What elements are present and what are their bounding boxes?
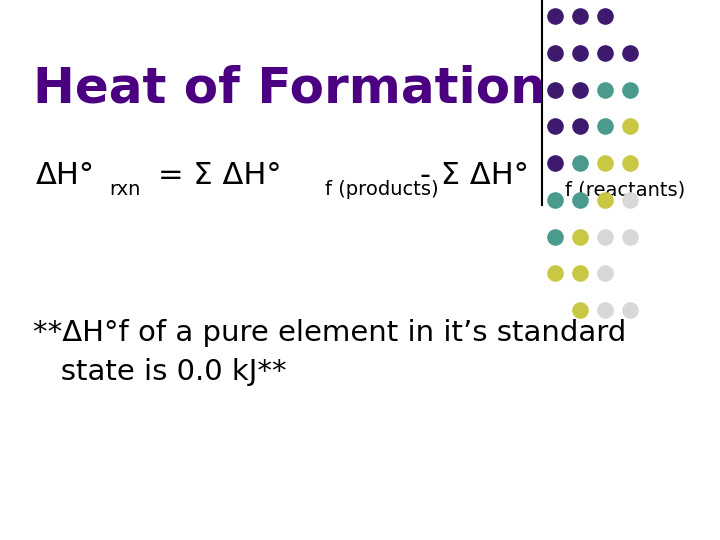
Text: f (reactants): f (reactants) xyxy=(565,180,685,199)
Point xyxy=(575,12,586,21)
Text: f (products): f (products) xyxy=(325,180,438,199)
Point xyxy=(549,195,561,204)
Point xyxy=(624,49,636,57)
Point xyxy=(599,85,611,94)
Point xyxy=(575,306,586,314)
Point xyxy=(599,195,611,204)
Point xyxy=(599,12,611,21)
Text: = Σ ΔH°: = Σ ΔH° xyxy=(158,160,281,190)
Point xyxy=(549,12,561,21)
Point xyxy=(549,232,561,241)
Point xyxy=(624,232,636,241)
Point xyxy=(549,85,561,94)
Point xyxy=(575,49,586,57)
Point xyxy=(624,195,636,204)
Point xyxy=(575,195,586,204)
Point xyxy=(599,232,611,241)
Point xyxy=(549,159,561,167)
Point xyxy=(599,122,611,131)
Point xyxy=(549,49,561,57)
Point xyxy=(624,85,636,94)
Point xyxy=(624,159,636,167)
Text: - Σ ΔH°: - Σ ΔH° xyxy=(420,160,529,190)
Point xyxy=(624,306,636,314)
Point xyxy=(549,269,561,278)
Point xyxy=(549,122,561,131)
Point xyxy=(575,159,586,167)
Point xyxy=(599,269,611,278)
Point xyxy=(575,85,586,94)
Point xyxy=(575,269,586,278)
Point xyxy=(599,159,611,167)
Text: rxn: rxn xyxy=(109,180,141,199)
Point xyxy=(624,122,636,131)
Text: ΔH°: ΔH° xyxy=(36,160,95,190)
Point xyxy=(575,232,586,241)
Text: Heat of Formation: Heat of Formation xyxy=(33,65,546,113)
Point xyxy=(575,122,586,131)
Point xyxy=(599,306,611,314)
Point xyxy=(599,49,611,57)
Text: **ΔH°f of a pure element in it’s standard
   state is 0.0 kJ**: **ΔH°f of a pure element in it’s standar… xyxy=(33,319,626,386)
